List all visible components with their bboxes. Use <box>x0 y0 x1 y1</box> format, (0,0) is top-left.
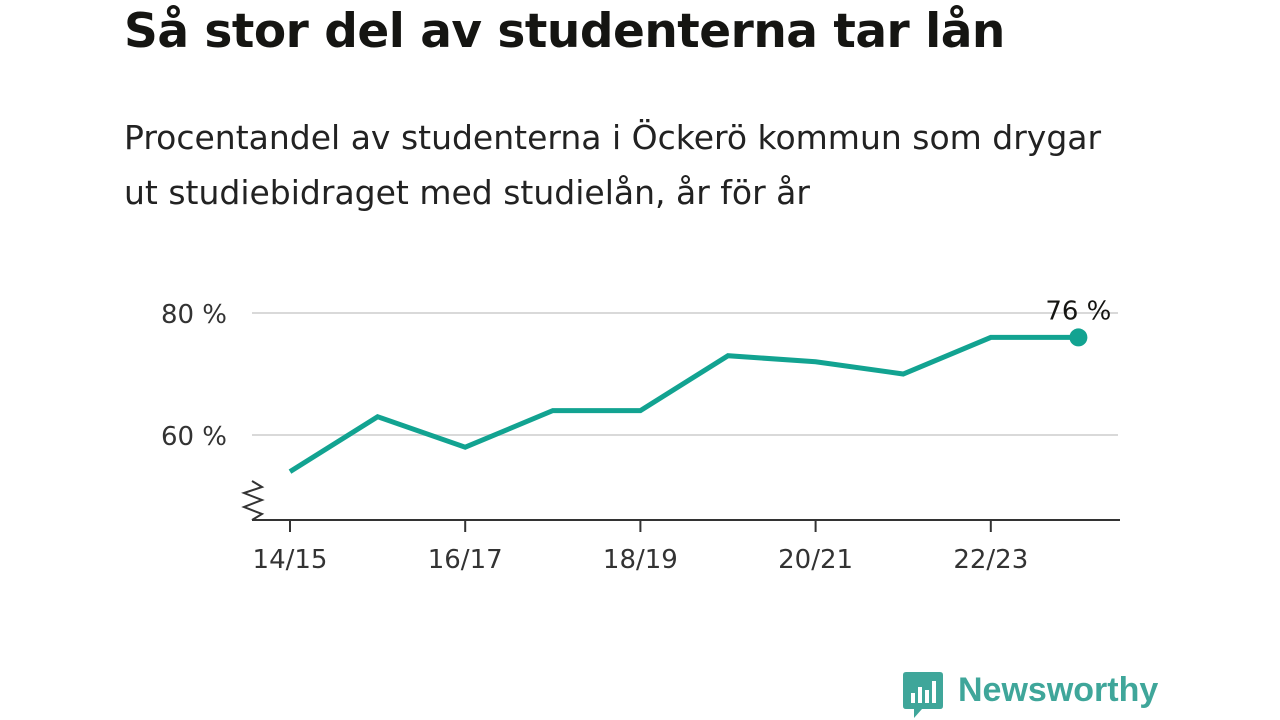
x-tick-label: 22/23 <box>953 545 1028 575</box>
newsworthy-logo: Newsworthy <box>902 668 1158 720</box>
x-tick-label: 16/17 <box>428 545 503 575</box>
newsworthy-logo-icon <box>903 672 943 718</box>
chart-subtitle: Procentandel av studenterna i Öckerö kom… <box>124 118 1102 212</box>
x-tick-label: 14/15 <box>253 545 328 575</box>
series-line <box>288 334 1079 474</box>
end-value-label: 76 % <box>1045 296 1111 326</box>
y-tick-label: 80 % <box>161 300 227 330</box>
x-tick-label: 18/19 <box>603 545 678 575</box>
y-tick-label: 60 % <box>161 422 227 452</box>
newsworthy-logo-text: Newsworthy <box>958 671 1159 709</box>
axis-break-icon <box>241 480 265 521</box>
x-tick-label: 20/21 <box>778 545 853 575</box>
end-point-marker <box>1069 328 1088 347</box>
chart-title: Så stor del av studenterna tar lån <box>124 4 1005 59</box>
